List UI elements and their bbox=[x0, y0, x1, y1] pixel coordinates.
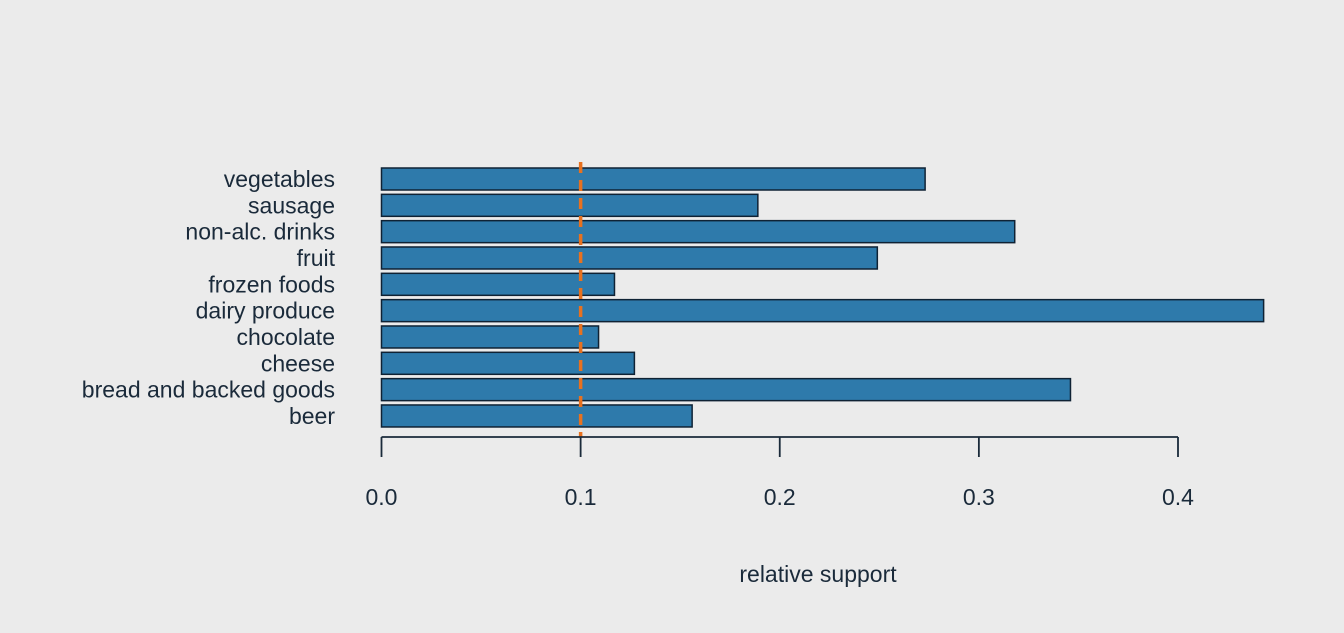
category-label: sausage bbox=[248, 192, 335, 218]
x-tick-label: 0.0 bbox=[366, 484, 398, 510]
bar bbox=[380, 351, 636, 376]
category-label: fruit bbox=[297, 245, 336, 271]
bar bbox=[380, 167, 926, 191]
category-label: non-alc. drinks bbox=[185, 219, 335, 245]
bar bbox=[380, 404, 693, 428]
bars-group bbox=[380, 167, 1265, 428]
bar bbox=[380, 246, 879, 270]
x-tick-label: 0.3 bbox=[963, 484, 995, 510]
bar bbox=[380, 298, 1265, 323]
category-label: frozen foods bbox=[208, 271, 335, 297]
category-label: cheese bbox=[261, 350, 335, 376]
bar bbox=[380, 325, 600, 349]
x-tick-label: 0.4 bbox=[1162, 484, 1194, 510]
bar bbox=[380, 377, 1072, 402]
category-label: vegetables bbox=[224, 166, 335, 192]
bar bbox=[380, 193, 759, 218]
bar bbox=[380, 219, 1016, 244]
x-tick-label: 0.1 bbox=[565, 484, 597, 510]
x-tick-label: 0.2 bbox=[764, 484, 796, 510]
category-label: chocolate bbox=[237, 324, 335, 350]
bar bbox=[380, 272, 616, 297]
x-axis: 0.0 0.1 0.2 0.3 0.4 bbox=[366, 436, 1194, 510]
x-axis-title: relative support bbox=[739, 561, 897, 587]
category-label: bread and backed goods bbox=[82, 377, 335, 403]
category-label: dairy produce bbox=[196, 298, 335, 324]
category-label: beer bbox=[289, 403, 335, 429]
